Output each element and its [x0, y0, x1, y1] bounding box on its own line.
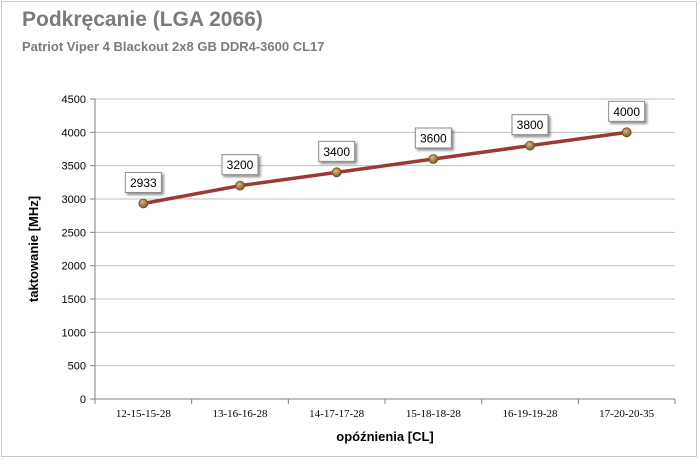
y-tick-label: 4500: [62, 94, 86, 106]
y-tick-label: 4000: [62, 127, 86, 139]
gridlines: [95, 98, 675, 367]
data-label-box: [318, 140, 356, 162]
data-label-box: [608, 100, 646, 122]
data-point: [235, 180, 245, 191]
series-line: [143, 130, 627, 206]
axes: [90, 98, 676, 404]
data-label-box: [511, 114, 549, 136]
data-labels: 2933 3200 3400 3600 3800 4000: [124, 100, 646, 193]
y-tick-label: 1000: [62, 327, 86, 339]
y-tick-labels: 0 500 1000 1500 2000 2500 3000 3500 4000 4500: [62, 94, 86, 406]
data-label-box: [221, 154, 259, 176]
data-label: 3200: [227, 158, 254, 172]
x-tick-labels: 12-15-15-28 13-16-16-28 14-17-17-28 15-18-1…: [116, 408, 655, 420]
y-tick-label: 2500: [62, 227, 86, 239]
x-axis-title: opóźnienia [CL]: [336, 429, 434, 444]
y-tick-label: 500: [68, 361, 86, 373]
data-point: [138, 198, 149, 209]
data-label-box: [414, 127, 452, 149]
y-tick-label: 3500: [62, 161, 86, 173]
data-point: [621, 127, 632, 138]
chart-subtitle: Patriot Viper 4 Blackout 2x8 GB DDR4-360…: [22, 39, 325, 54]
x-tick-label: 16-19-19-28: [503, 408, 558, 420]
x-tick-label: 17-20-20-35: [599, 408, 654, 420]
data-label: 3400: [323, 145, 350, 159]
data-point: [428, 154, 439, 164]
data-label: 3800: [517, 118, 544, 132]
series-layer: [138, 127, 632, 209]
x-tick-label: 14-17-17-28: [309, 408, 364, 420]
data-label: 4000: [613, 105, 640, 119]
y-axis-title: taktowanie [MHz]: [26, 196, 41, 302]
data-point: [331, 167, 342, 178]
x-tick-label: 12-15-15-28: [116, 408, 171, 420]
y-tick-label: 1500: [62, 294, 86, 306]
data-label: 3600: [420, 132, 447, 146]
data-label: 2933: [130, 176, 157, 190]
x-tick-label: 15-18-18-28: [406, 408, 461, 420]
x-tick-label: 13-16-16-28: [213, 408, 268, 420]
y-tick-label: 3000: [62, 194, 86, 206]
data-point: [525, 140, 535, 151]
data-label-box: [124, 171, 162, 193]
y-tick-label: 2000: [62, 261, 86, 273]
y-tick-label: 0: [80, 394, 86, 406]
chart-title: Podkręcanie (LGA 2066): [22, 8, 263, 31]
